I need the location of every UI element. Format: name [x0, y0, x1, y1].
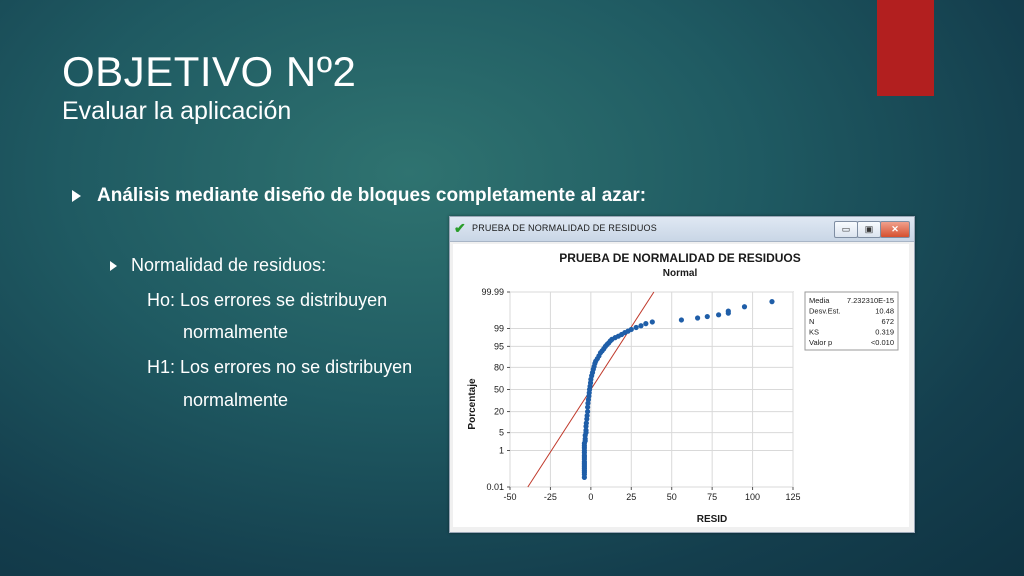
y-tick-label: 0.01	[486, 482, 504, 492]
minitab-window: ✔ PRUEBA DE NORMALIDAD DE RESIDUOS ▭ ▣ ✕…	[449, 216, 915, 533]
data-point	[585, 408, 591, 415]
stats-label: Media	[809, 296, 830, 305]
data-point	[585, 404, 591, 410]
data-point	[584, 412, 590, 419]
hypothesis-h1-line2: normalmente	[183, 390, 289, 410]
x-tick-label: -25	[544, 492, 557, 502]
x-tick-label: 50	[667, 492, 677, 502]
stats-value: 672	[881, 317, 894, 326]
stats-label: Valor p	[809, 338, 832, 347]
data-point	[649, 319, 655, 325]
chart-subtitle: Normal	[663, 268, 698, 279]
close-button[interactable]: ✕	[880, 221, 910, 238]
data-point	[725, 308, 731, 314]
stats-value: 0.319	[875, 328, 894, 337]
bullet-sub: Normalidad de residuos:	[110, 255, 326, 276]
data-point	[716, 312, 722, 318]
check-icon: ✔	[454, 220, 466, 236]
bullet-arrow-icon	[110, 260, 117, 271]
data-point	[769, 299, 775, 305]
data-point	[704, 313, 710, 320]
bullet-sub-text: Normalidad de residuos:	[131, 255, 327, 275]
plot-area: PRUEBA DE NORMALIDAD DE RESIDUOS Normal …	[453, 244, 909, 527]
hypothesis-ho-line1: Ho: Los errores se distribuyen	[147, 290, 388, 310]
y-tick-label: 1	[499, 445, 504, 455]
y-axis-label: Porcentaje	[467, 378, 478, 430]
stats-label: Desv.Est.	[809, 307, 841, 316]
x-tick-label: 125	[785, 492, 800, 502]
stats-label: N	[809, 317, 814, 326]
slide-subtitle: Evaluar la aplicación	[62, 97, 292, 125]
y-tick-label: 95	[494, 341, 504, 351]
maximize-button[interactable]: ▣	[857, 221, 881, 238]
bullet-arrow-icon	[72, 190, 81, 202]
hypothesis-ho-line2: normalmente	[183, 322, 289, 342]
y-tick-label: 99.99	[481, 287, 504, 297]
x-tick-label: 100	[745, 492, 760, 502]
data-point	[694, 315, 701, 321]
stats-value: 10.48	[875, 307, 894, 316]
stats-value: <0.010	[871, 338, 894, 347]
chart-title: PRUEBA DE NORMALIDAD DE RESIDUOS	[559, 251, 801, 265]
hypothesis-h1-line1: H1: Los errores no se distribuyen	[147, 357, 413, 377]
stats-value: 7.232310E-15	[847, 296, 894, 305]
y-tick-label: 99	[494, 324, 504, 334]
x-tick-label: -50	[503, 492, 516, 502]
data-point	[741, 304, 748, 310]
window-titlebar[interactable]: ✔ PRUEBA DE NORMALIDAD DE RESIDUOS ▭ ▣ ✕	[450, 217, 914, 242]
y-tick-label: 80	[494, 362, 504, 372]
y-tick-label: 20	[494, 407, 504, 417]
data-point	[633, 324, 639, 331]
x-tick-label: 75	[707, 492, 717, 502]
data-point	[638, 323, 644, 329]
data-point	[583, 427, 589, 433]
window-title: PRUEBA DE NORMALIDAD DE RESIDUOS	[472, 223, 657, 233]
accent-bar	[877, 0, 934, 96]
stats-box	[804, 291, 899, 351]
data-point	[628, 326, 634, 333]
bullet-main: Análisis mediante diseño de bloques comp…	[72, 185, 646, 207]
x-tick-label: 25	[626, 492, 636, 502]
slide-title: OBJETIVO Nº2	[62, 48, 357, 95]
normal-probability-plot: PRUEBA DE NORMALIDAD DE RESIDUOS Normal …	[467, 251, 899, 525]
x-tick-label: 0	[588, 492, 593, 502]
data-point	[583, 420, 589, 426]
y-tick-label: 50	[494, 385, 504, 395]
y-tick-label: 5	[499, 428, 504, 438]
bullet-main-text: Análisis mediante diseño de bloques comp…	[97, 185, 647, 206]
data-point	[643, 321, 649, 327]
minimize-button[interactable]: ▭	[834, 221, 858, 238]
stats-label: KS	[809, 328, 819, 337]
x-axis-label: RESID	[697, 514, 728, 525]
data-point	[678, 317, 685, 323]
